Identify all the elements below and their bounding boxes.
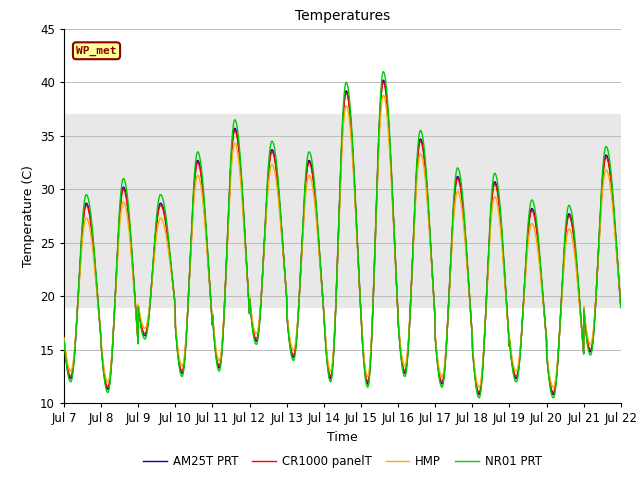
CR1000 panelT [617,303,625,309]
HMP [467,319,475,325]
NR01 PRT [616,298,624,304]
AM25T PRT [467,320,475,326]
NR01 PRT [550,395,557,401]
CR1000 panelT [616,297,624,302]
NR01 PRT [60,338,68,344]
HMP [322,335,330,340]
NR01 PRT [322,341,330,347]
HMP [380,92,387,98]
AM25T PRT [380,77,387,83]
Line: AM25T PRT: AM25T PRT [64,80,621,395]
HMP [60,335,68,340]
AM25T PRT [617,304,625,310]
Title: Temperatures: Temperatures [295,10,390,24]
NR01 PRT [617,305,625,311]
Line: HMP: HMP [64,95,621,387]
HMP [499,253,507,259]
NR01 PRT [436,382,444,387]
CR1000 panelT [380,79,387,85]
AM25T PRT [499,246,507,252]
NR01 PRT [380,69,387,74]
CR1000 panelT [499,246,507,252]
CR1000 panelT [467,319,475,325]
AM25T PRT [160,209,168,215]
HMP [160,222,168,228]
CR1000 panelT [550,390,557,396]
AM25T PRT [60,337,68,343]
HMP [436,372,444,377]
NR01 PRT [160,201,168,207]
AM25T PRT [322,339,330,345]
NR01 PRT [499,241,507,247]
CR1000 panelT [60,336,68,342]
Legend: AM25T PRT, CR1000 panelT, HMP, NR01 PRT: AM25T PRT, CR1000 panelT, HMP, NR01 PRT [138,450,547,473]
X-axis label: Time: Time [327,431,358,444]
HMP [616,296,624,302]
NR01 PRT [467,320,475,326]
Y-axis label: Temperature (C): Temperature (C) [22,165,35,267]
AM25T PRT [550,392,557,397]
HMP [617,302,625,308]
CR1000 panelT [160,211,168,216]
Line: NR01 PRT: NR01 PRT [64,72,621,398]
Text: WP_met: WP_met [76,46,116,56]
HMP [550,384,557,390]
AM25T PRT [436,379,444,384]
CR1000 panelT [322,337,330,343]
Line: CR1000 panelT: CR1000 panelT [64,82,621,393]
AM25T PRT [616,298,624,304]
Bar [64,114,621,307]
CR1000 panelT [436,376,444,382]
